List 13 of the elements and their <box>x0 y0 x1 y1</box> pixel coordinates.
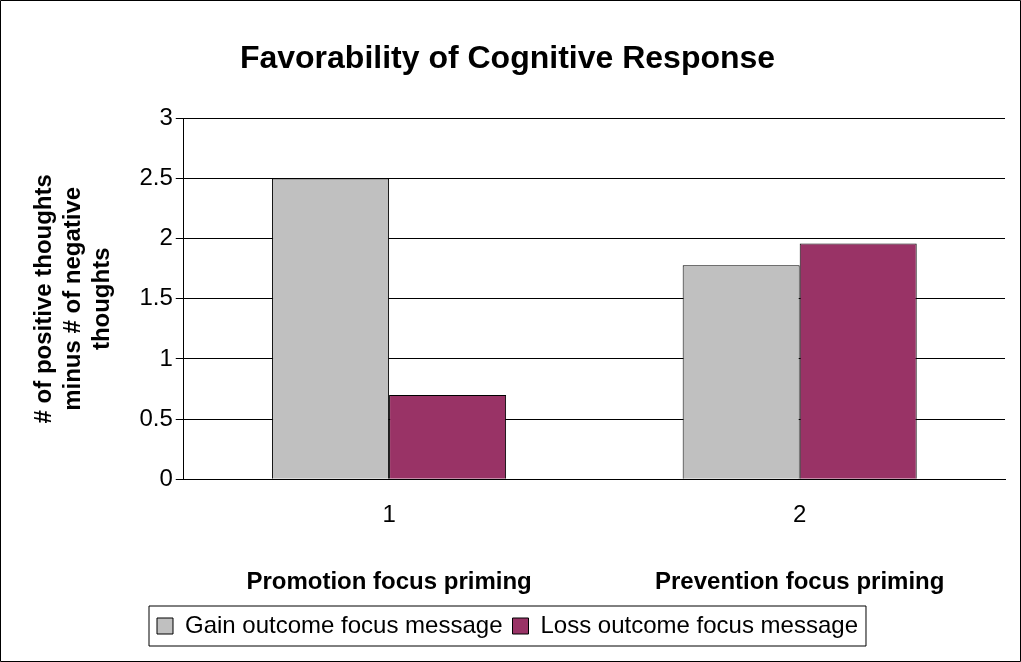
y-tick-label: 2.5 <box>139 163 173 191</box>
y-tick-label: 3 <box>159 103 173 131</box>
y-tick-label: 1 <box>159 343 173 371</box>
text: Promotion focus priming <box>246 566 532 594</box>
text: Prevention focus priming <box>655 566 945 594</box>
legend-label: Gain outcome focus message <box>185 610 503 638</box>
y-tick-label: 0.5 <box>139 403 173 431</box>
y-tick-label: 0 <box>159 463 173 491</box>
legend-label: Loss outcome focus message <box>540 610 858 638</box>
y-tick-label: 2 <box>159 223 173 251</box>
chart-title: Favorability of Cognitive Response <box>239 39 776 76</box>
y-axis-title: # of positive thoughts minus # of negative thoughts <box>29 174 114 424</box>
y-tick-label: 1.5 <box>139 283 173 311</box>
